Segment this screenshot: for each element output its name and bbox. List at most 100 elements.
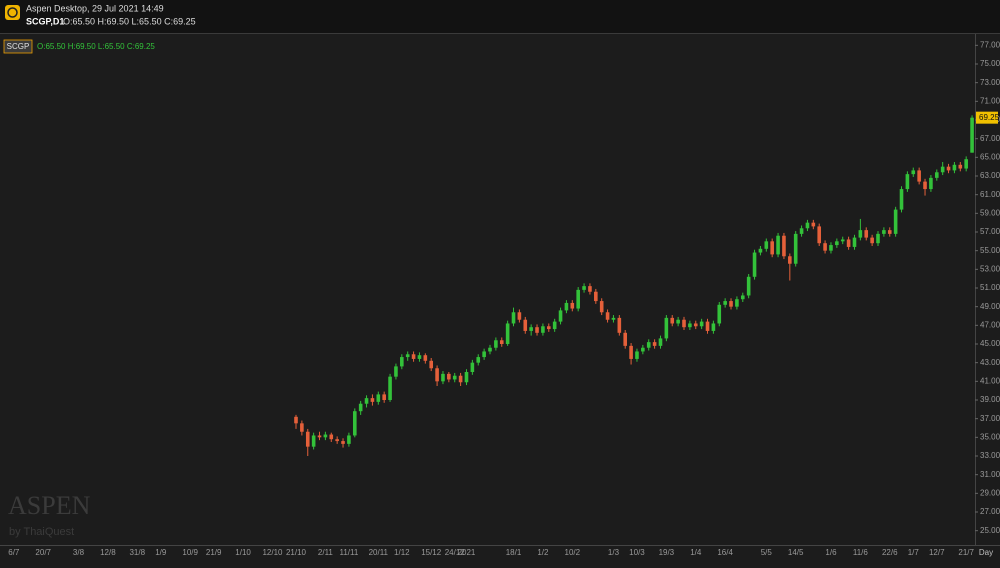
candle-body	[805, 222, 810, 229]
x-tick-label: 1/6	[825, 548, 837, 557]
candle-body	[611, 317, 616, 320]
candle-body	[558, 310, 563, 322]
x-tick-label: 1/7	[908, 548, 920, 557]
y-tick-label: 27.00	[980, 507, 1000, 516]
x-tick-label: 12/10	[262, 548, 283, 557]
x-tick-label: 1/12	[394, 548, 410, 557]
candle-body	[676, 319, 680, 324]
candle-body	[617, 317, 622, 333]
candle-body	[576, 289, 580, 309]
candle-body	[458, 375, 463, 383]
candle-body	[846, 239, 851, 247]
x-tick-label: 6/7	[8, 548, 20, 557]
y-tick-label: 39.00	[980, 395, 1000, 404]
candle-body	[735, 299, 739, 307]
candle-body	[482, 351, 486, 358]
header-bar	[0, 0, 1000, 33]
candle-body	[829, 245, 833, 251]
candle-body	[535, 327, 539, 333]
candle-body	[923, 181, 927, 190]
legend-box	[3, 39, 33, 54]
candle-body	[929, 177, 933, 190]
x-tick-label: 20/11	[369, 548, 389, 557]
x-tick-label: 1/9	[155, 548, 167, 557]
candle-body	[382, 394, 386, 400]
candle-body	[682, 319, 686, 328]
y-tick-label: 29.00	[980, 488, 1000, 497]
candle-body	[699, 321, 704, 327]
candle-body	[970, 117, 974, 153]
candle-body	[429, 360, 434, 369]
candle-body	[305, 431, 310, 447]
x-tick-label: 21/7	[958, 548, 974, 557]
candle-body	[329, 434, 334, 440]
candle-body	[582, 286, 586, 290]
candle-body	[588, 286, 592, 292]
candle-body	[476, 357, 481, 363]
candle-body	[376, 394, 381, 402]
y-tick-label: 57.00	[980, 227, 1000, 236]
y-tick-label: 75.00	[980, 59, 1000, 68]
candle-body	[505, 323, 510, 344]
candle-body	[793, 233, 798, 264]
candle-body	[946, 166, 951, 171]
candle-body	[823, 243, 827, 251]
x-tick-label: 19/3	[659, 548, 675, 557]
candle-body	[517, 312, 522, 320]
y-tick-label: 55.00	[980, 246, 1000, 255]
y-tick-label: 45.00	[980, 339, 1000, 348]
x-tick-label: 5/5	[761, 548, 773, 557]
candle-body	[670, 317, 675, 324]
candle-body	[811, 222, 816, 227]
candle-body	[664, 317, 669, 339]
candle-body	[723, 301, 727, 305]
candle-body	[893, 209, 898, 234]
candle-body	[541, 326, 545, 333]
candle-body	[641, 347, 645, 352]
x-tick-label: 12/8	[100, 548, 116, 557]
candle-body	[364, 398, 369, 404]
candle-body	[441, 373, 445, 382]
candle-body	[952, 164, 957, 171]
candle-body	[858, 230, 863, 238]
candle-body	[852, 237, 857, 247]
candle-body	[623, 332, 628, 346]
candle-body	[864, 230, 869, 238]
candle-body	[870, 237, 874, 244]
y-tick-label: 53.00	[980, 264, 1000, 273]
y-tick-label: 49.00	[980, 302, 1000, 311]
x-tick-label: 1/10	[235, 548, 251, 557]
candle-body	[594, 291, 598, 302]
candle-body	[388, 376, 392, 400]
y-tick-label: 35.00	[980, 432, 1000, 441]
y-tick-label: 71.00	[980, 96, 1000, 105]
candle-body	[658, 338, 663, 346]
candle-body	[605, 312, 610, 320]
candle-body	[840, 239, 845, 242]
candle-body	[646, 342, 651, 348]
candle-body	[552, 321, 557, 330]
candle-body	[464, 372, 469, 383]
y-tick-label: 41.00	[980, 376, 1000, 385]
candle-body	[417, 355, 422, 359]
x-tick-label: 12/7	[929, 548, 945, 557]
x-tick-label: 1/4	[690, 548, 702, 557]
x-unit: Day	[979, 548, 993, 557]
candle-body	[564, 302, 569, 311]
x-tick-label: 3/8	[73, 548, 85, 557]
candle-body	[835, 241, 839, 246]
candle-body	[311, 435, 316, 447]
candle-body	[782, 235, 786, 257]
x-tick-label: 2/11	[318, 548, 334, 557]
candle-body	[746, 276, 751, 296]
x-tick-label: 10/9	[182, 548, 198, 557]
candle-body	[934, 172, 939, 178]
x-tick-label: 20/7	[35, 548, 51, 557]
y-tick-label: 31.00	[980, 470, 1000, 479]
x-tick-label: 21/9	[206, 548, 222, 557]
candle-body	[629, 345, 633, 359]
y-tick-label: 51.00	[980, 283, 1000, 292]
x-tick-label: 24/12	[445, 548, 466, 557]
y-tick-label: 37.00	[980, 414, 1000, 423]
